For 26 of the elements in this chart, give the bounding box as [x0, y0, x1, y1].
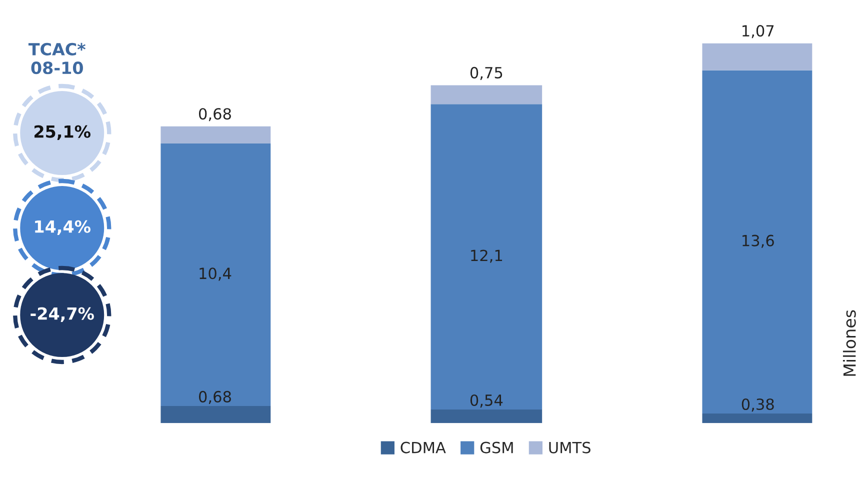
data-label: 0,54: [470, 394, 503, 408]
data-label: 12,1: [471, 250, 502, 263]
annotation: 25,1%: [34, 125, 90, 140]
annotation: -24,7%: [30, 307, 94, 322]
annotation: 14,4%: [35, 220, 90, 235]
data-label: 0,68: [198, 390, 231, 404]
data-label: 0,68: [198, 108, 231, 122]
legend-label: CDMA: [400, 442, 446, 454]
bar: [160, 406, 271, 424]
data-label: 13,6: [742, 234, 774, 248]
legend-label: GSM: [480, 442, 513, 454]
data-label: 0,75: [470, 66, 502, 80]
bar: [160, 144, 271, 406]
bar: [430, 409, 542, 424]
data-label: 1,07: [742, 25, 774, 38]
data-label: 10,4: [200, 268, 232, 281]
y-axis-title: Millones: [842, 310, 856, 376]
legend-label: UMTS: [549, 442, 590, 454]
bar: [702, 70, 812, 414]
data-label: 0,38: [742, 398, 774, 412]
bar: [702, 43, 812, 70]
bar: [702, 414, 812, 424]
bar: [160, 126, 271, 144]
bar: [430, 104, 542, 410]
bar: [430, 85, 542, 104]
annotation: TCAC* 08-10: [28, 42, 86, 74]
